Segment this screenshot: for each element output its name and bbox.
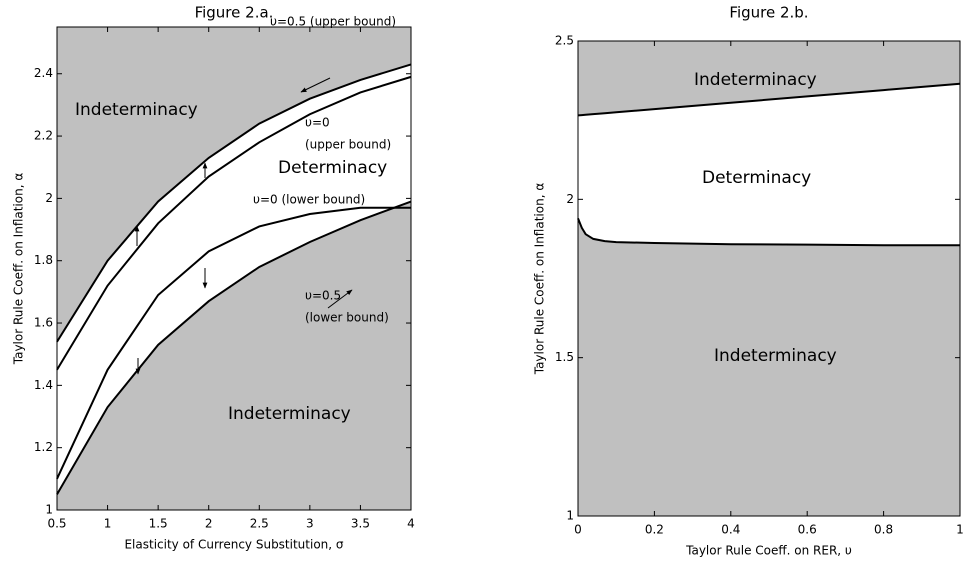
- plot-frame: [56, 26, 412, 511]
- x-tick-label: 1.5: [149, 517, 168, 531]
- arrow: [327, 289, 353, 309]
- x-tick-label: 0.2: [645, 523, 664, 537]
- y-axis-label: Taylor Rule Coeff. on Inflation, α: [12, 173, 26, 366]
- y-tick-label: 2: [566, 192, 574, 206]
- x-tick-label: 0.4: [721, 523, 740, 537]
- y-axis-label: Taylor Rule Coeff. on Inflation, α: [533, 183, 547, 376]
- x-tick-label: 3.5: [351, 517, 370, 531]
- x-tick-label: 0.8: [874, 523, 893, 537]
- chart-title: Figure 2.b.: [729, 4, 808, 22]
- determinacy-region: [57, 64, 411, 495]
- y-tick-label: 1.2: [34, 440, 53, 454]
- y-tick-label: 1.8: [34, 253, 53, 267]
- y-tick-label: 1.4: [34, 378, 53, 392]
- y-tick-label: 2.5: [555, 34, 574, 48]
- y-tick-label: 1.6: [34, 316, 53, 330]
- boundary-line: [56, 206, 411, 480]
- annotation: υ=0.5: [305, 289, 341, 303]
- boundary-line: [56, 63, 412, 343]
- annotation: Indeterminacy: [228, 404, 351, 424]
- x-tick-label: 1: [956, 523, 964, 537]
- x-axis-label: Taylor Rule Coeff. on RER, υ: [685, 544, 852, 558]
- annotation: Indeterminacy: [75, 100, 198, 120]
- x-tick-label: 4: [407, 517, 415, 531]
- x-tick-label: 2.5: [250, 517, 269, 531]
- boundary-line: [56, 75, 412, 371]
- annotation: (lower bound): [305, 311, 389, 325]
- x-tick-label: 0.5: [47, 517, 66, 531]
- x-tick-label: 0: [574, 523, 582, 537]
- y-tick-label: 2.2: [34, 129, 53, 143]
- boundary-line: [56, 200, 412, 495]
- annotation: Indeterminacy: [714, 346, 837, 366]
- x-tick-label: 0.6: [798, 523, 817, 537]
- chart-title: Figure 2.a.: [195, 4, 274, 22]
- annotation: υ=0.5 (upper bound): [270, 15, 396, 29]
- annotation: (upper bound): [305, 138, 391, 152]
- y-tick-label: 2.4: [34, 66, 53, 80]
- arrows: [134, 77, 353, 375]
- y-tick-label: 1: [45, 503, 53, 517]
- plot-frame: [577, 40, 961, 517]
- x-tick-label: 1: [104, 517, 112, 531]
- y-tick-label: 2: [45, 191, 53, 205]
- x-tick-label: 2: [205, 517, 213, 531]
- determinacy-region: [578, 83, 960, 246]
- boundary-line: [577, 82, 961, 117]
- annotation: Determinacy: [278, 158, 387, 178]
- annotation: υ=0 (lower bound): [253, 193, 365, 207]
- y-tick-label: 1.5: [555, 350, 574, 364]
- x-tick-label: 3: [306, 517, 314, 531]
- y-tick-label: 1: [566, 509, 574, 523]
- arrow: [300, 77, 331, 93]
- annotation: Indeterminacy: [694, 70, 817, 90]
- boundary-line: [577, 217, 960, 247]
- annotation: υ=0: [305, 116, 330, 130]
- x-axis-label: Elasticity of Currency Substitution, σ: [124, 538, 343, 552]
- annotation: Determinacy: [702, 168, 811, 188]
